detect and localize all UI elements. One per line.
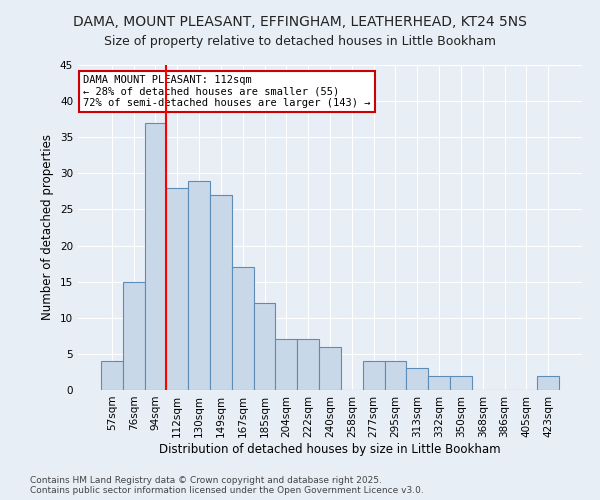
Bar bbox=[254, 304, 275, 390]
Bar bbox=[210, 195, 232, 390]
Bar bbox=[232, 267, 254, 390]
Bar bbox=[319, 346, 341, 390]
Bar bbox=[363, 361, 385, 390]
Bar bbox=[297, 340, 319, 390]
Bar bbox=[123, 282, 145, 390]
Bar bbox=[101, 361, 123, 390]
Text: Contains HM Land Registry data © Crown copyright and database right 2025.
Contai: Contains HM Land Registry data © Crown c… bbox=[30, 476, 424, 495]
Y-axis label: Number of detached properties: Number of detached properties bbox=[41, 134, 55, 320]
Text: DAMA, MOUNT PLEASANT, EFFINGHAM, LEATHERHEAD, KT24 5NS: DAMA, MOUNT PLEASANT, EFFINGHAM, LEATHER… bbox=[73, 15, 527, 29]
Bar bbox=[537, 376, 559, 390]
Text: Size of property relative to detached houses in Little Bookham: Size of property relative to detached ho… bbox=[104, 35, 496, 48]
Bar bbox=[450, 376, 472, 390]
Bar bbox=[428, 376, 450, 390]
Bar bbox=[166, 188, 188, 390]
Bar bbox=[406, 368, 428, 390]
Bar bbox=[385, 361, 406, 390]
Text: DAMA MOUNT PLEASANT: 112sqm
← 28% of detached houses are smaller (55)
72% of sem: DAMA MOUNT PLEASANT: 112sqm ← 28% of det… bbox=[83, 74, 371, 108]
Bar bbox=[275, 340, 297, 390]
Bar bbox=[145, 123, 166, 390]
X-axis label: Distribution of detached houses by size in Little Bookham: Distribution of detached houses by size … bbox=[159, 442, 501, 456]
Bar bbox=[188, 180, 210, 390]
